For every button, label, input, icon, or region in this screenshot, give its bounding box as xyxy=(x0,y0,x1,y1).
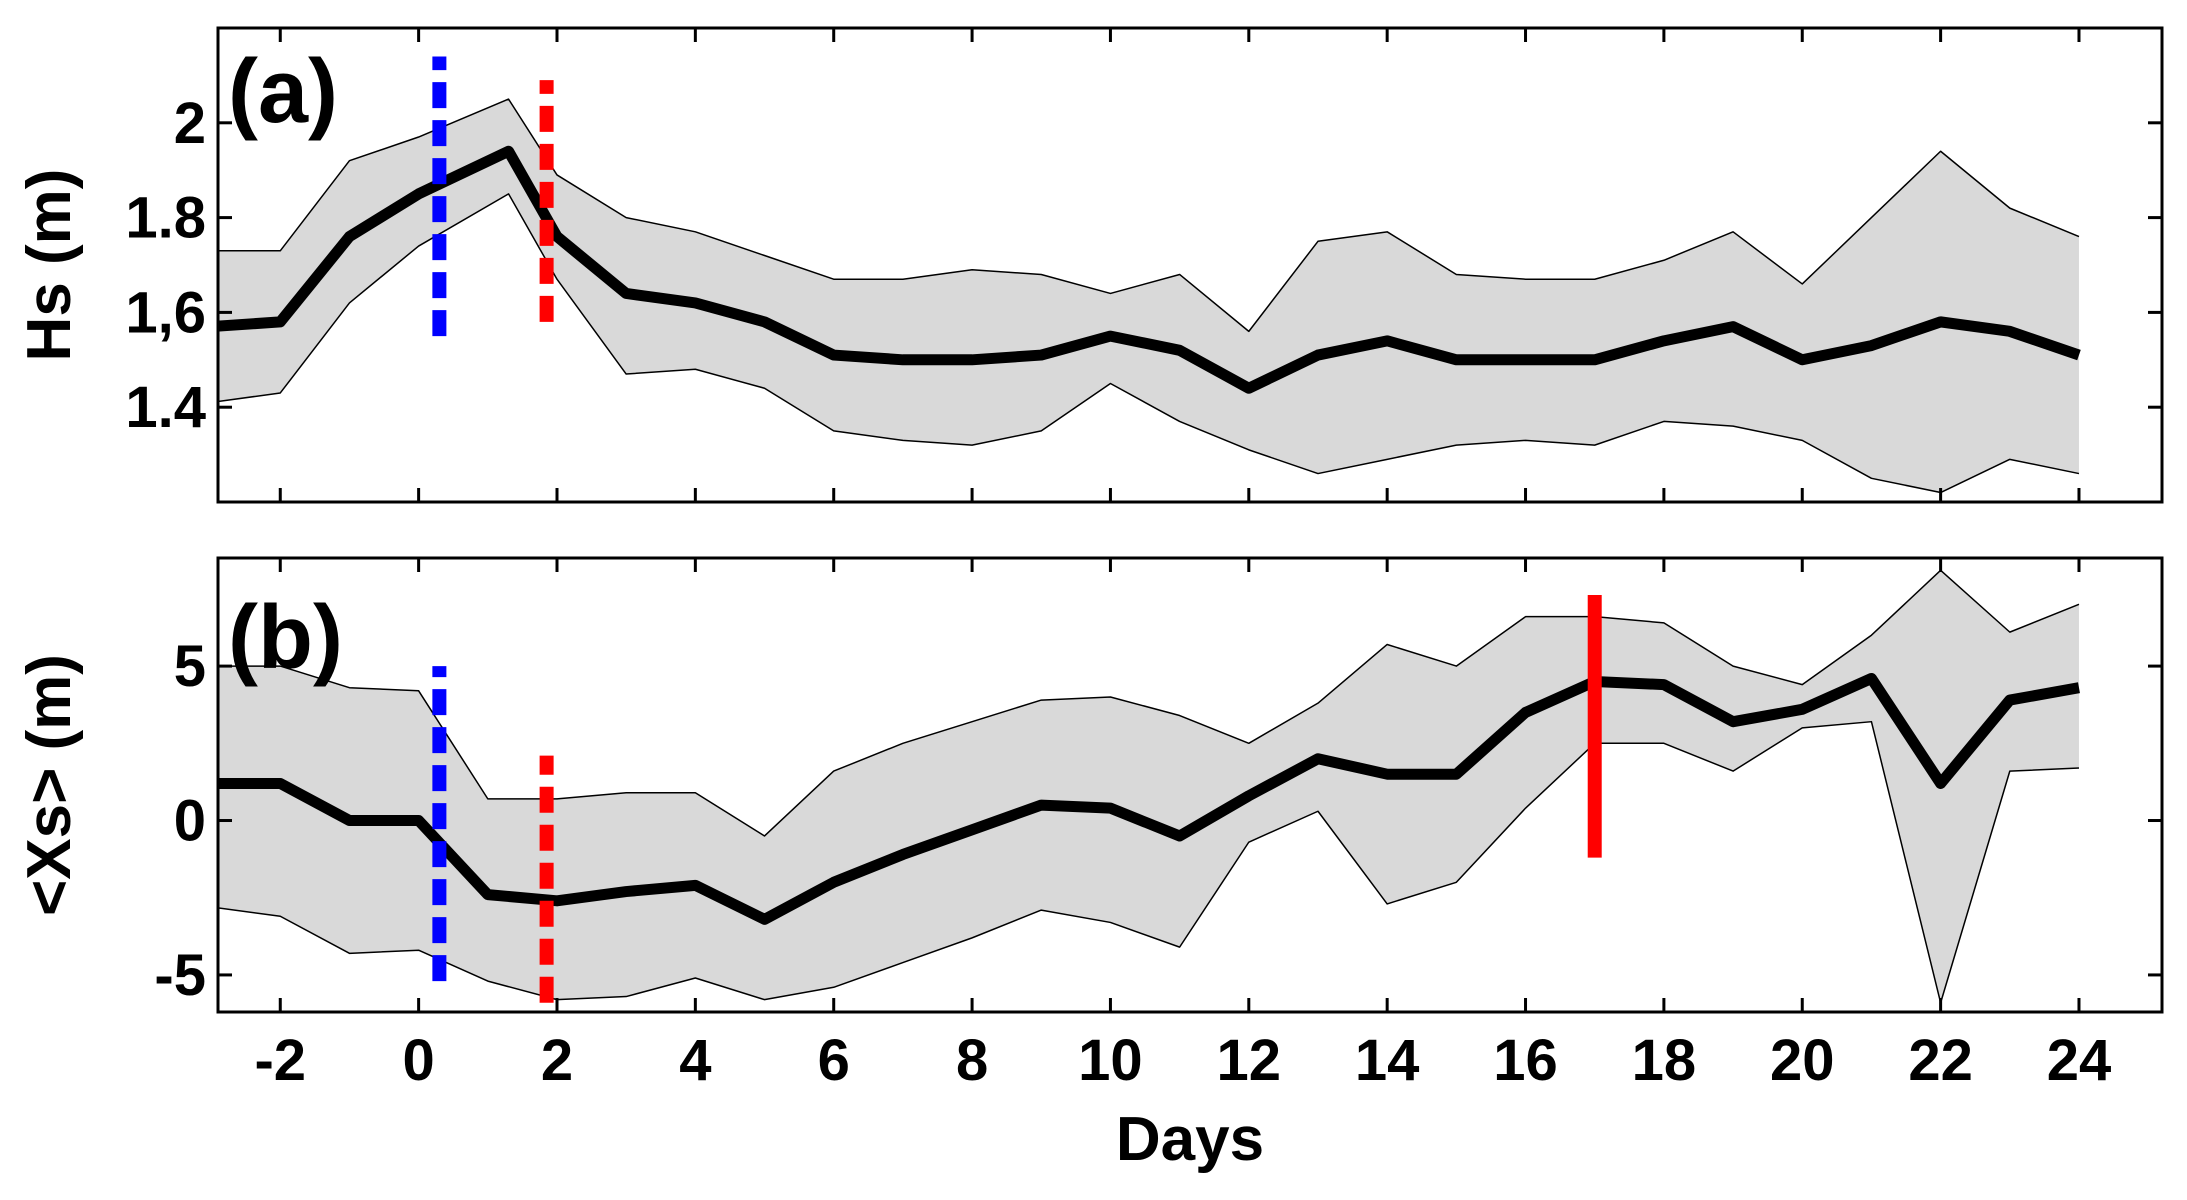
panel-a-label: (a) xyxy=(228,42,338,142)
x-tick-label: 14 xyxy=(1355,1028,1420,1093)
y-tick-label: 1,6 xyxy=(125,280,206,345)
confidence-band xyxy=(218,99,2079,493)
panel-b-label: (b) xyxy=(228,588,343,688)
panel-a-line-layer xyxy=(218,98,2081,494)
panel-a-ylabel: Hs (m) xyxy=(15,169,84,362)
y-tick-label: 1.4 xyxy=(125,375,206,440)
x-tick-label: 20 xyxy=(1770,1028,1835,1093)
x-axis-title: Days xyxy=(1116,1105,1264,1174)
x-tick-label: 24 xyxy=(2047,1028,2112,1093)
panel-a-band-layer xyxy=(218,99,2079,493)
x-tick-label: 2 xyxy=(541,1028,573,1093)
mean-line xyxy=(218,672,2080,925)
x-tick-label: 10 xyxy=(1078,1028,1143,1093)
y-tick-label: 2 xyxy=(174,91,206,156)
lower-line xyxy=(218,193,2080,494)
x-tick-label: 12 xyxy=(1217,1028,1282,1093)
y-tick-label: 0 xyxy=(174,789,206,854)
x-tick-label: 0 xyxy=(402,1028,434,1093)
panel-b-ytick-labels: -5 0 5 xyxy=(154,634,206,1008)
x-tick-label: 6 xyxy=(818,1028,850,1093)
panel-b-ylabel: <Xs> (m) xyxy=(15,654,84,916)
panel-a-frame xyxy=(216,26,2164,504)
panel-a-marker-layer xyxy=(432,56,554,337)
panel-b-frame xyxy=(216,556,2164,1014)
panel-a-ytick-labels: 1.4 1,6 1.8 2 xyxy=(125,91,206,440)
x-tick-label: 16 xyxy=(1493,1028,1558,1093)
upper-line xyxy=(218,569,2080,837)
panel-a-tick-layer xyxy=(218,28,2162,502)
x-tick-label: 4 xyxy=(679,1028,711,1093)
panel-b-tick-layer xyxy=(218,558,2162,1012)
lower-line xyxy=(218,720,2080,1004)
x-tick-label: -2 xyxy=(254,1028,306,1093)
x-tick-label: 8 xyxy=(956,1028,988,1093)
panel-b-marker-layer xyxy=(432,595,1602,1003)
panel-b-xtick-labels: -2 0 2 4 6 8 10 12 14 16 18 20 22 24 xyxy=(254,1028,2111,1093)
y-tick-label: 1.8 xyxy=(125,186,206,251)
panel-b: -505 -2 0 2 4 6 8 10 12 14 16 18 20 22 24 (b) <Xs> (m… xyxy=(15,556,2164,1174)
y-tick-label: -5 xyxy=(154,943,206,1008)
panel-a: 1.4 1,6 1.8 2 (a) Hs (m) xyxy=(15,26,2164,504)
y-tick-label: 5 xyxy=(174,634,206,699)
x-tick-label: 22 xyxy=(1908,1028,1973,1093)
panel-b-line-layer xyxy=(218,569,2080,1004)
upper-line xyxy=(218,98,2080,333)
mean-line xyxy=(218,145,2081,394)
x-tick-label: 18 xyxy=(1632,1028,1697,1093)
